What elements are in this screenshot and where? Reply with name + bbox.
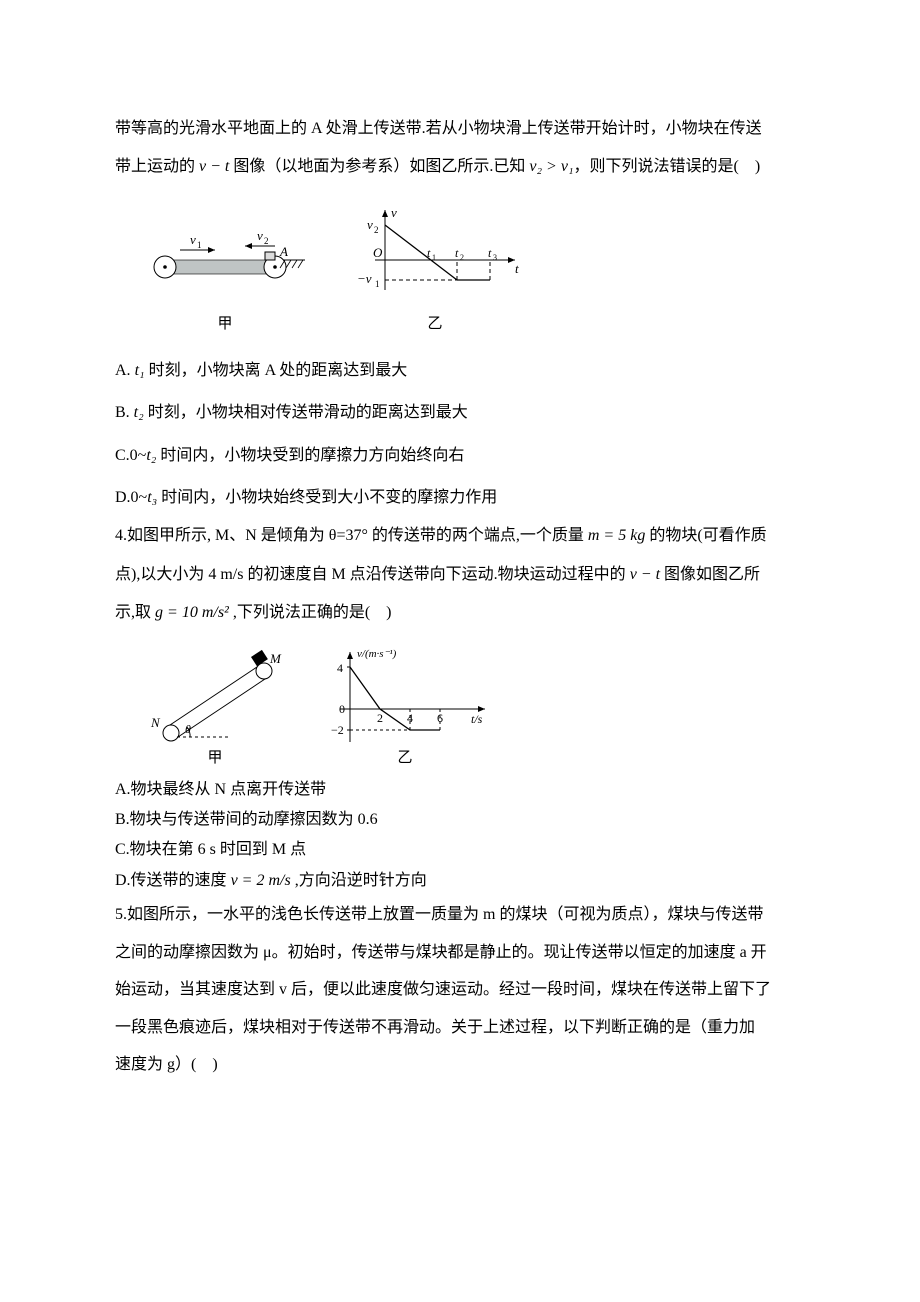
- q5-line1: 5.如图所示，一水平的浅色长传送带上放置一质量为 m 的煤块（可视为质点），煤块…: [115, 896, 805, 934]
- svg-text:t: t: [488, 246, 492, 260]
- q3-figure-row: v 1 v 2 A 甲 v t O v 2 −v: [145, 205, 805, 342]
- q4-line2: 点),以大小为 4 m/s 的初速度自 M 点沿传送带向下运动.物块运动过程中的…: [115, 556, 805, 594]
- q4-figure-row: θ M N 甲 v/(m·s⁻¹) t/s 4 0 −2 2 4 6: [145, 647, 805, 767]
- svg-text:3: 3: [493, 253, 497, 262]
- q3-intro-line2: 带上运动的 v − t 图像（以地面为参考系）如图乙所示.已知 v₂ > v₁，…: [115, 148, 805, 186]
- vt-graph-q4-icon: v/(m·s⁻¹) t/s 4 0 −2 2 4 6: [315, 647, 495, 747]
- q4-fig-left: θ M N 甲: [145, 647, 285, 767]
- svg-text:t: t: [427, 246, 431, 260]
- svg-text:O: O: [373, 245, 383, 260]
- q4-line1: 4.如图甲所示, M、N 是倾角为 θ=37° 的传送带的两个端点,一个质量 m…: [115, 517, 805, 555]
- q3-option-b: B. t₂ 时刻，小物块相对传送带滑动的距离达到最大: [115, 394, 805, 432]
- svg-text:θ: θ: [185, 722, 191, 736]
- q4-option-b: B.物块与传送带间的动摩擦因数为 0.6: [115, 805, 805, 835]
- v1-label: v: [190, 232, 196, 247]
- q4-option-a: A.物块最终从 N 点离开传送带: [115, 775, 805, 805]
- v2-label: v: [257, 230, 263, 243]
- svg-text:1: 1: [375, 279, 380, 289]
- q3-fig-left: v 1 v 2 A 甲: [145, 230, 305, 342]
- q4-line3: 示,取 g = 10 m/s² ,下列说法正确的是( ): [115, 594, 805, 632]
- svg-text:2: 2: [460, 253, 464, 262]
- q4-option-d: D.传送带的速度 v = 2 m/s ,方向沿逆时针方向: [115, 866, 805, 896]
- svg-text:M: M: [269, 651, 282, 666]
- q3-caption-right: 乙: [427, 306, 442, 342]
- svg-text:t: t: [515, 261, 519, 276]
- svg-text:2: 2: [264, 236, 269, 246]
- belt-diagram-icon: v 1 v 2 A: [145, 230, 305, 300]
- q4-option-c: C.物块在第 6 s 时回到 M 点: [115, 835, 805, 865]
- svg-text:v: v: [391, 205, 397, 220]
- svg-text:1: 1: [197, 240, 202, 250]
- q3-option-d: D.0~t₃ 时间内，小物块始终受到大小不变的摩擦力作用: [115, 479, 805, 517]
- q3-fig-right: v t O v 2 −v 1 t 1 t 2 t 3 乙: [345, 205, 525, 342]
- svg-text:v: v: [367, 217, 373, 232]
- q5-line4: 一段黑色痕迹后，煤块相对于传送带不再滑动。关于上述过程，以下判断正确的是（重力加: [115, 1009, 805, 1047]
- svg-text:−2: −2: [331, 723, 344, 737]
- svg-text:2: 2: [374, 225, 379, 235]
- svg-text:0: 0: [339, 702, 345, 716]
- q3-option-a: A. t₁ 时刻，小物块离 A 处的距离达到最大: [115, 352, 805, 390]
- q4-caption-right: 乙: [397, 749, 412, 767]
- svg-text:1: 1: [432, 253, 436, 262]
- q4-fig-right: v/(m·s⁻¹) t/s 4 0 −2 2 4 6 乙: [315, 647, 495, 767]
- q3-option-c: C.0~t₂ 时间内，小物块受到的摩擦力方向始终向右: [115, 437, 805, 475]
- svg-text:−v: −v: [357, 271, 372, 286]
- svg-text:2: 2: [377, 711, 383, 725]
- q5-line5: 速度为 g）( ): [115, 1046, 805, 1084]
- q5-line2: 之间的动摩擦因数为 μ。初始时，传送带与煤块都是静止的。现让传送带以恒定的加速度…: [115, 934, 805, 972]
- svg-text:N: N: [150, 715, 161, 730]
- q3-intro-line1: 带等高的光滑水平地面上的 A 处滑上传送带.若从小物块滑上传送带开始计时，小物块…: [115, 110, 805, 148]
- incline-belt-icon: θ M N: [145, 647, 285, 747]
- svg-text:v/(m·s⁻¹): v/(m·s⁻¹): [357, 648, 397, 660]
- q4-caption-left: 甲: [207, 749, 222, 767]
- a-point-label: A: [279, 244, 288, 259]
- svg-text:t/s: t/s: [471, 712, 483, 726]
- svg-text:4: 4: [337, 661, 343, 675]
- vt-graph-q3-icon: v t O v 2 −v 1 t 1 t 2 t 3: [345, 205, 525, 300]
- q3-caption-left: 甲: [217, 306, 232, 342]
- svg-text:t: t: [455, 246, 459, 260]
- q5-line3: 始运动，当其速度达到 v 后，便以此速度做匀速运动。经过一段时间，煤块在传送带上…: [115, 971, 805, 1009]
